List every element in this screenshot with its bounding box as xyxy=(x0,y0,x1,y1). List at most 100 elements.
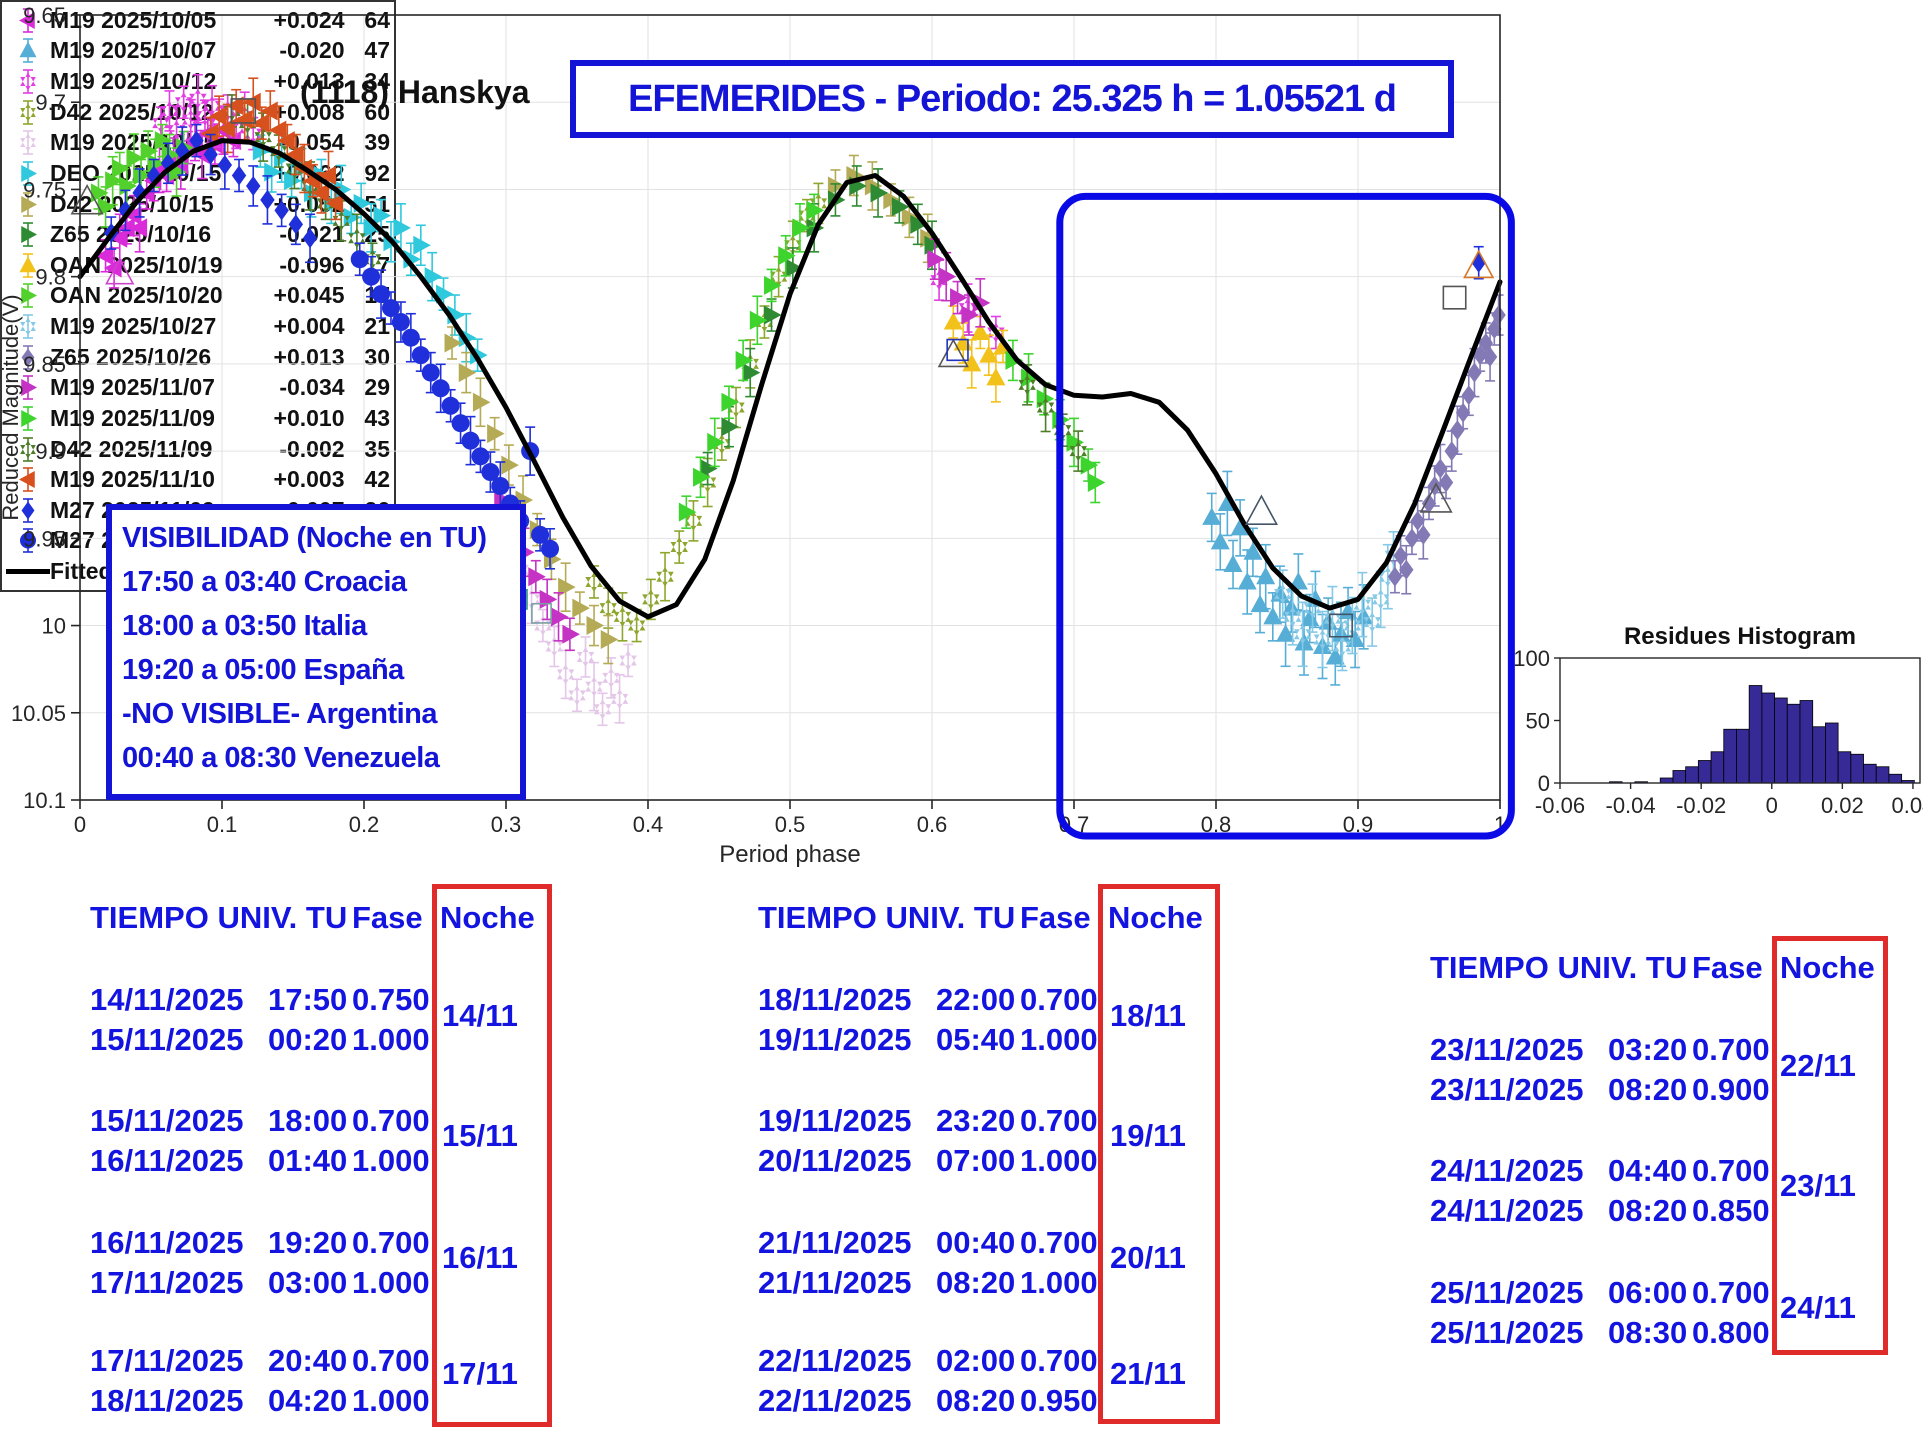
outlier-marker xyxy=(946,338,969,362)
legend-entry-count: 60 xyxy=(364,98,390,125)
legend-marker-icon xyxy=(21,498,35,523)
histogram-bar xyxy=(1697,760,1712,784)
ephemeris-row: 16/11/2025 01:40 1.000 xyxy=(90,1143,436,1179)
noche-label: 24/11 xyxy=(1780,1290,1856,1325)
eph-phase: 0.700 xyxy=(1020,1103,1098,1138)
histogram-bar xyxy=(1888,773,1903,784)
noche-red-box-2 xyxy=(1098,884,1220,1424)
legend-marker-icon xyxy=(20,436,36,462)
series-Z65-2025-10-26 xyxy=(1387,294,1506,595)
table-header: TIEMPO UNIV. TU Fase Noche xyxy=(90,900,535,936)
histogram-x-tick: -0.06 xyxy=(1535,793,1585,818)
outlier-marker xyxy=(1442,285,1467,310)
ephemeris-row: 16/11/2025 19:20 0.700 xyxy=(90,1225,436,1261)
ephemeris-row: 18/11/2025 22:00 0.700 xyxy=(758,982,1104,1018)
eph-phase: 1.000 xyxy=(352,1265,430,1300)
y-tick-label: 9.8 xyxy=(35,265,66,290)
eph-phase: 0.700 xyxy=(1020,982,1098,1017)
ephemeris-row: 23/11/2025 03:20 0.700 xyxy=(1430,1032,1776,1068)
legend-entry-count: 29 xyxy=(364,374,390,401)
eph-date: 22/11/2025 xyxy=(758,1383,912,1418)
x-tick-label: 0.2 xyxy=(349,812,380,837)
eph-phase: 0.750 xyxy=(352,982,430,1017)
eph-date: 19/11/2025 xyxy=(758,1103,912,1138)
outlier-marker xyxy=(230,98,257,124)
y-tick-label: 9.75 xyxy=(23,177,66,202)
legend-row: M19 2025/10/07 -0.020 47 xyxy=(6,36,390,65)
col-tiempo: TIEMPO UNIV. TU xyxy=(1430,950,1688,985)
outlier-marker xyxy=(1419,482,1453,513)
series-M19-2025-10-27 xyxy=(1274,530,1403,672)
legend-entry-offset: -0.020 xyxy=(279,37,345,64)
outlier-marker xyxy=(937,338,969,368)
y-tick-label: 9.95 xyxy=(23,526,66,551)
legend-marker-icon xyxy=(19,38,37,64)
legend-entry-offset: +0.008 xyxy=(273,98,345,125)
legend-marker-icon xyxy=(19,8,35,33)
eph-time: 00:20 xyxy=(268,1022,348,1057)
legend-entry-offset: +0.013 xyxy=(273,343,345,370)
page-title: (1118) Hanskya xyxy=(300,74,530,110)
legend-marker-icon xyxy=(21,161,37,186)
histogram-y-tick: 0 xyxy=(1538,771,1550,796)
visibility-line: 00:40 a 08:30 Venezuela xyxy=(122,742,440,774)
eph-date: 22/11/2025 xyxy=(758,1343,912,1378)
eph-phase: 0.850 xyxy=(1692,1193,1770,1228)
eph-time: 08:20 xyxy=(936,1383,1016,1418)
eph-date: 23/11/2025 xyxy=(1430,1032,1584,1067)
legend-entry-name: M19 2025/11/09 xyxy=(50,404,215,431)
eph-date: 23/11/2025 xyxy=(1430,1072,1584,1107)
visibility-box: VISIBILIDAD (Noche en TU) 17:50 a 03:40 C… xyxy=(106,504,526,800)
histogram-x-tick: 0.02 xyxy=(1821,793,1864,818)
col-tiempo: TIEMPO UNIV. TU xyxy=(90,900,348,935)
eph-time: 17:50 xyxy=(268,982,348,1017)
eph-date: 16/11/2025 xyxy=(90,1225,244,1260)
legend-entry-offset: +0.010 xyxy=(273,404,345,431)
histogram-bar xyxy=(1863,763,1877,784)
legend-entry-count: 43 xyxy=(364,404,390,431)
ephemeris-row: 17/11/2025 03:00 1.000 xyxy=(90,1265,436,1301)
eph-phase: 0.700 xyxy=(1692,1032,1770,1067)
legend-marker-icon xyxy=(19,253,37,278)
visibility-title: VISIBILIDAD (Noche en TU) xyxy=(122,522,487,554)
noche-label: 23/11 xyxy=(1780,1168,1856,1203)
eph-date: 17/11/2025 xyxy=(90,1265,244,1300)
eph-time: 08:20 xyxy=(1608,1193,1688,1228)
eph-date: 15/11/2025 xyxy=(90,1103,244,1138)
ephemeris-row: 17/11/2025 20:40 0.700 xyxy=(90,1343,436,1379)
legend-entry-name: M19 2025/11/10 xyxy=(50,466,215,493)
legend-row: M19 2025/11/07 -0.034 29 xyxy=(6,373,390,402)
legend-marker-icon xyxy=(20,314,36,339)
eph-time: 01:40 xyxy=(268,1143,348,1178)
visibility-line: -NO VISIBLE- Argentina xyxy=(122,698,438,730)
eph-time: 05:40 xyxy=(936,1022,1016,1057)
histogram-x-tick: -0.04 xyxy=(1606,793,1656,818)
col-fase: Fase xyxy=(352,900,423,935)
legend-marker-icon xyxy=(21,344,35,370)
histogram-x-tick: 0.04 xyxy=(1892,793,1923,818)
visibility-line: 17:50 a 03:40 Croacia xyxy=(122,566,407,598)
ephemeris-row: 18/11/2025 04:20 1.000 xyxy=(90,1383,436,1419)
eph-date: 24/11/2025 xyxy=(1430,1193,1584,1228)
efemerides-banner: EFEMERIDES - Periodo: 25.325 h = 1.05521… xyxy=(570,60,1454,138)
y-tick-label: 10 xyxy=(42,614,66,639)
series-M27-2025-11-08 xyxy=(350,242,560,570)
y-axis-label: Reduced Magnitude(V) xyxy=(0,294,23,520)
histogram-title: Residues Histogram xyxy=(1624,623,1856,650)
y-tick-label: 9.7 xyxy=(35,90,66,115)
legend-entry-count: 47 xyxy=(364,37,390,64)
col-tiempo: TIEMPO UNIV. TU xyxy=(758,900,1016,935)
eph-time: 03:00 xyxy=(268,1265,348,1300)
x-tick-label: 0.3 xyxy=(491,812,522,837)
y-tick-label: 9.85 xyxy=(23,352,66,377)
eph-phase: 0.700 xyxy=(352,1225,430,1260)
ephemeris-row: 24/11/2025 04:40 0.700 xyxy=(1430,1153,1776,1189)
legend-entry-offset: +0.024 xyxy=(273,6,345,33)
col-noche: Noche xyxy=(440,900,535,935)
ephemeris-row: 20/11/2025 07:00 1.000 xyxy=(758,1143,1104,1179)
histogram-y-tick: 50 xyxy=(1526,709,1550,734)
legend-entry-offset: -0.002 xyxy=(279,435,345,462)
histogram-x-tick: 0 xyxy=(1766,793,1778,818)
x-tick-label: 0 xyxy=(74,812,86,837)
legend-entry-offset: -0.034 xyxy=(279,374,345,401)
